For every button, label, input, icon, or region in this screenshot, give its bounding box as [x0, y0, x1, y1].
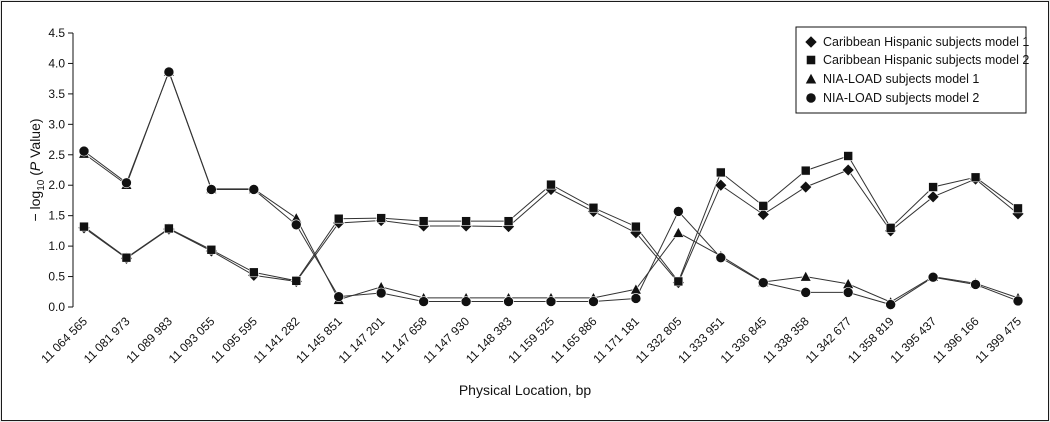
legend-label-2: NIA-LOAD subjects model 1 — [823, 72, 979, 86]
data-point-s1-19 — [885, 223, 896, 233]
data-point-s3-21 — [970, 279, 981, 290]
legend-marker-3 — [806, 93, 816, 103]
data-point-s3-0 — [78, 145, 90, 157]
data-point-s3-10 — [503, 296, 514, 307]
legend-marker-1 — [806, 55, 816, 65]
data-point-s1-13 — [631, 221, 641, 232]
data-point-s1-2 — [164, 223, 174, 234]
y-tick-label-9: 4.5 — [48, 26, 65, 40]
data-point-s1-6 — [333, 213, 344, 224]
data-point-s3-12 — [588, 296, 599, 307]
data-point-s3-5 — [290, 219, 302, 231]
data-point-s3-16 — [757, 277, 769, 288]
y-tick-label-0: 0.0 — [48, 300, 65, 314]
data-point-s3-13 — [630, 293, 642, 304]
data-point-s1-3 — [206, 244, 217, 255]
y-tick-label-1: 0.5 — [48, 270, 65, 284]
data-point-s3-4 — [248, 184, 260, 195]
data-point-s0-18 — [841, 163, 855, 177]
legend-marker-2 — [805, 73, 817, 84]
y-tick-label-8: 4.0 — [48, 56, 65, 70]
data-point-s1-15 — [716, 167, 726, 178]
data-point-s1-8 — [418, 216, 429, 226]
data-point-s1-20 — [928, 182, 938, 192]
data-point-s1-7 — [376, 213, 386, 223]
y-tick-label-4: 2.0 — [48, 178, 65, 192]
data-point-s1-10 — [503, 216, 514, 226]
data-point-s3-22 — [1012, 295, 1024, 307]
x-axis-label: Physical Location, bp — [459, 382, 592, 398]
legend-marker-0 — [805, 36, 817, 48]
data-point-s1-1 — [121, 252, 132, 263]
data-point-s3-19 — [885, 299, 896, 310]
data-point-s3-20 — [927, 271, 939, 283]
data-point-s3-14 — [673, 206, 684, 217]
data-point-s2-14 — [672, 226, 685, 238]
data-point-s1-9 — [461, 216, 471, 226]
data-point-s0-15 — [714, 178, 728, 192]
data-point-s3-2 — [163, 66, 175, 78]
data-point-s1-18 — [843, 151, 853, 161]
y-tick-label-7: 3.5 — [48, 87, 65, 101]
data-point-s1-16 — [758, 201, 769, 211]
data-point-s2-13 — [629, 283, 642, 295]
data-point-s0-20 — [926, 190, 940, 204]
data-point-s3-18 — [842, 287, 854, 298]
data-point-s3-11 — [545, 296, 557, 307]
data-point-s2-17 — [799, 270, 812, 282]
svg-text:− log10 (P Value): − log10 (P Value) — [27, 118, 47, 221]
y-tick-label-3: 1.5 — [48, 209, 65, 223]
legend: Caribbean Hispanic subjects model 1 Cari… — [795, 26, 1029, 114]
data-point-s1-0 — [79, 221, 89, 232]
data-point-s3-7 — [375, 287, 387, 299]
data-point-s3-17 — [800, 287, 812, 298]
data-point-s3-6 — [333, 291, 345, 302]
legend-label-3: NIA-LOAD subjects model 2 — [823, 91, 979, 105]
y-axis-label: − log10 (P Value) — [27, 118, 47, 221]
data-point-s1-14 — [673, 276, 684, 287]
data-point-s1-17 — [800, 165, 811, 176]
data-point-s1-11 — [546, 179, 556, 190]
data-point-s0-16 — [756, 208, 770, 221]
data-point-s1-22 — [1013, 203, 1023, 214]
legend-box — [795, 26, 1027, 114]
data-point-s1-4 — [249, 267, 259, 278]
data-point-s3-3 — [206, 184, 217, 195]
data-point-s3-8 — [418, 296, 429, 307]
legend-label-1: Caribbean Hispanic subjects model 2 — [823, 53, 1029, 67]
y-tick-label-5: 2.5 — [48, 148, 65, 162]
data-point-s3-1 — [121, 177, 132, 189]
y-tick-label-2: 1.0 — [48, 239, 65, 253]
data-point-s0-17 — [799, 180, 813, 194]
data-point-s3-15 — [715, 252, 727, 263]
data-point-s1-5 — [291, 276, 302, 286]
data-point-s3-9 — [460, 296, 472, 307]
data-point-s1-12 — [588, 202, 599, 213]
y-tick-label-6: 3.0 — [48, 117, 65, 131]
x-tick-label-22: 11 399 475 — [972, 314, 1024, 366]
legend-label-0: Caribbean Hispanic subjects model 1 — [823, 35, 1029, 49]
data-point-s1-21 — [970, 172, 981, 183]
series-line-1 — [83, 155, 1019, 283]
